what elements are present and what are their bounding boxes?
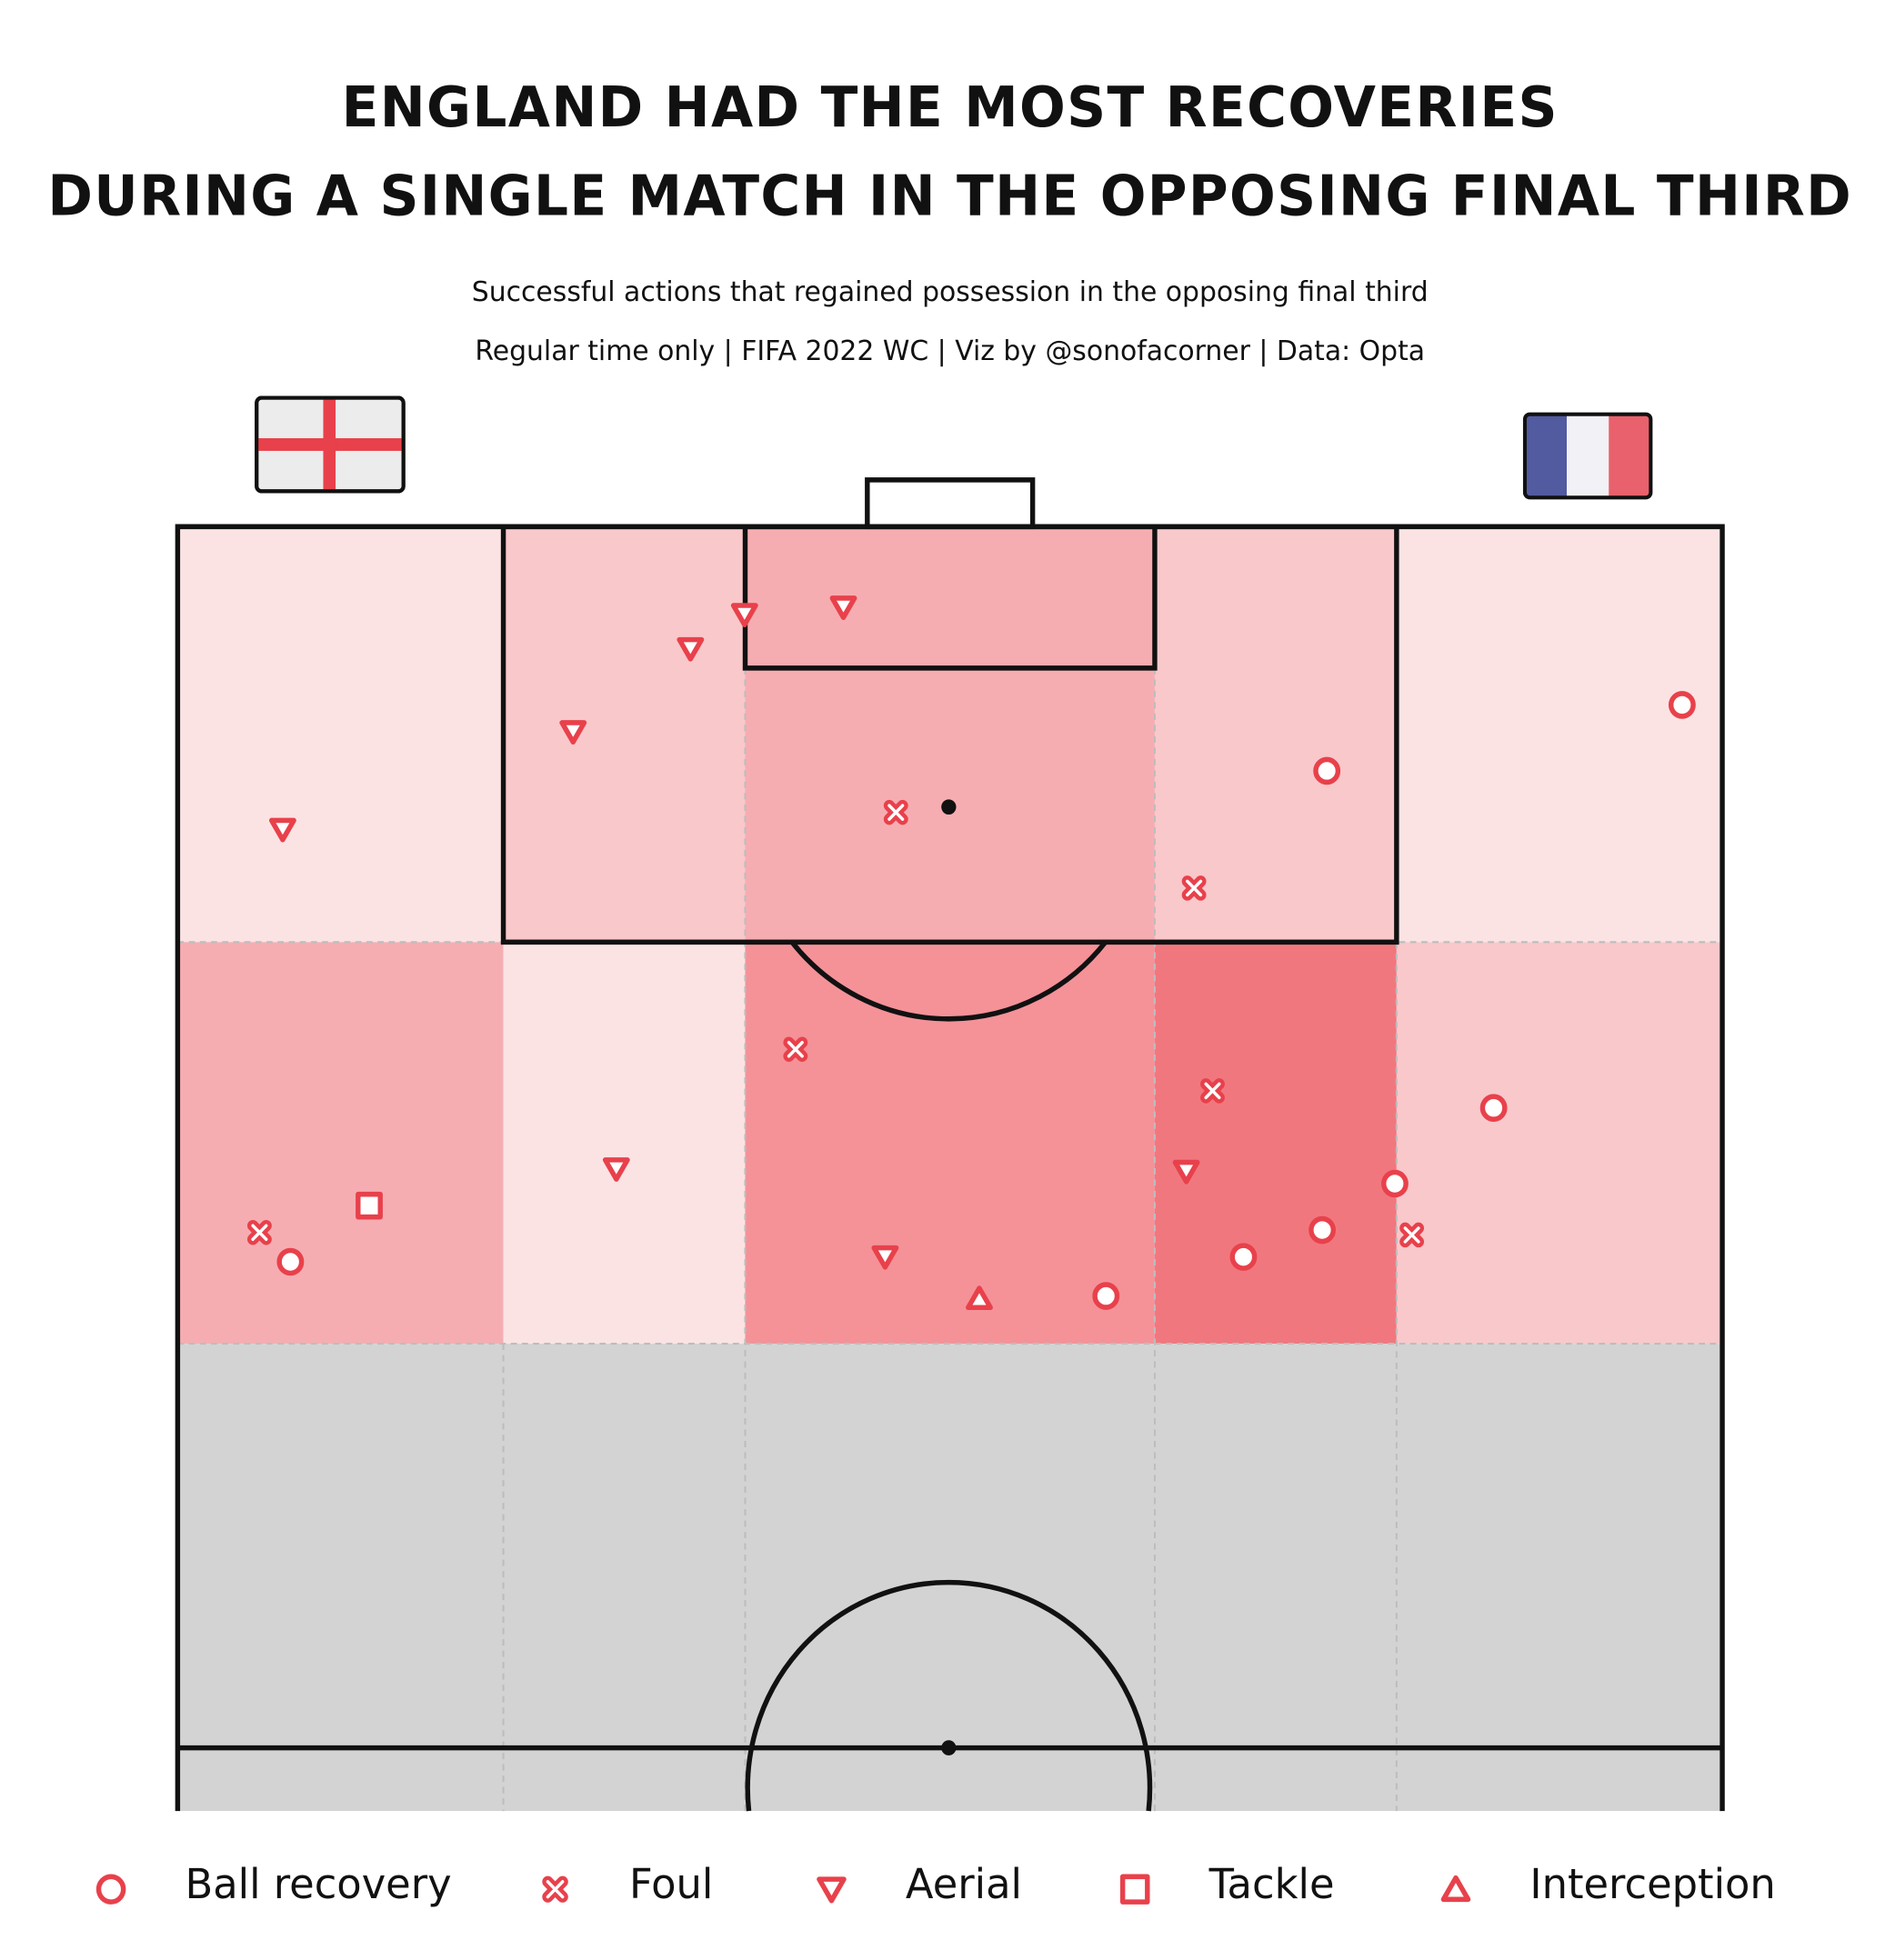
legend-label: Tackle (1208, 1860, 1335, 1909)
marks (246, 595, 1696, 1311)
marker (1092, 1282, 1120, 1310)
zone (177, 942, 504, 1345)
marker (1313, 756, 1341, 785)
marker (602, 1157, 630, 1182)
legend-label: Foul (629, 1860, 713, 1909)
pitch (175, 477, 1725, 1812)
chart-title: ENGLAND HAD THE MOST RECOVERIES (342, 75, 1559, 140)
marker (1479, 1094, 1508, 1122)
marker (1200, 1078, 1225, 1104)
marker (1172, 1159, 1200, 1185)
marker (559, 720, 587, 745)
marker (268, 817, 296, 843)
marker (95, 1874, 126, 1905)
marker (276, 1247, 305, 1276)
marker (829, 595, 857, 620)
marker (783, 1036, 808, 1062)
marker (1668, 691, 1696, 719)
zone (1396, 942, 1723, 1345)
marker (1399, 1222, 1425, 1248)
marker (730, 603, 758, 628)
subtitle: Successful actions that regained possess… (472, 276, 1429, 308)
zone (1154, 526, 1397, 943)
zone (503, 526, 746, 943)
zones (177, 526, 1723, 1345)
marker (1440, 1875, 1471, 1903)
chart-title: DURING A SINGLE MATCH IN THE OPPOSING FI… (47, 165, 1852, 229)
marker (677, 636, 705, 662)
zone (1396, 526, 1723, 943)
marker (1229, 1243, 1258, 1271)
legend-label: Aerial (906, 1860, 1022, 1909)
marker (817, 1876, 847, 1904)
marker (1119, 1874, 1150, 1905)
marker (883, 799, 908, 825)
credits: Regular time only | FIFA 2022 WC | Viz b… (475, 335, 1425, 367)
marker (871, 1245, 899, 1270)
marker (246, 1219, 272, 1245)
marker (966, 1285, 993, 1311)
marker (1308, 1215, 1337, 1245)
marker (542, 1875, 568, 1903)
marker (356, 1191, 383, 1220)
zone (503, 942, 746, 1345)
marker (1381, 1169, 1409, 1198)
legend-label: Interception (1529, 1860, 1775, 1909)
zone (1154, 942, 1397, 1345)
zone (177, 526, 504, 943)
zone (745, 942, 1155, 1345)
legend-label: Ball recovery (185, 1860, 452, 1909)
zone (745, 526, 1155, 943)
legend: Ball recovery Foul Aerial Tackle Interceptio… (95, 1860, 1776, 1909)
england-flag (255, 395, 406, 494)
marker (1181, 875, 1207, 901)
france-flag (1522, 412, 1653, 500)
